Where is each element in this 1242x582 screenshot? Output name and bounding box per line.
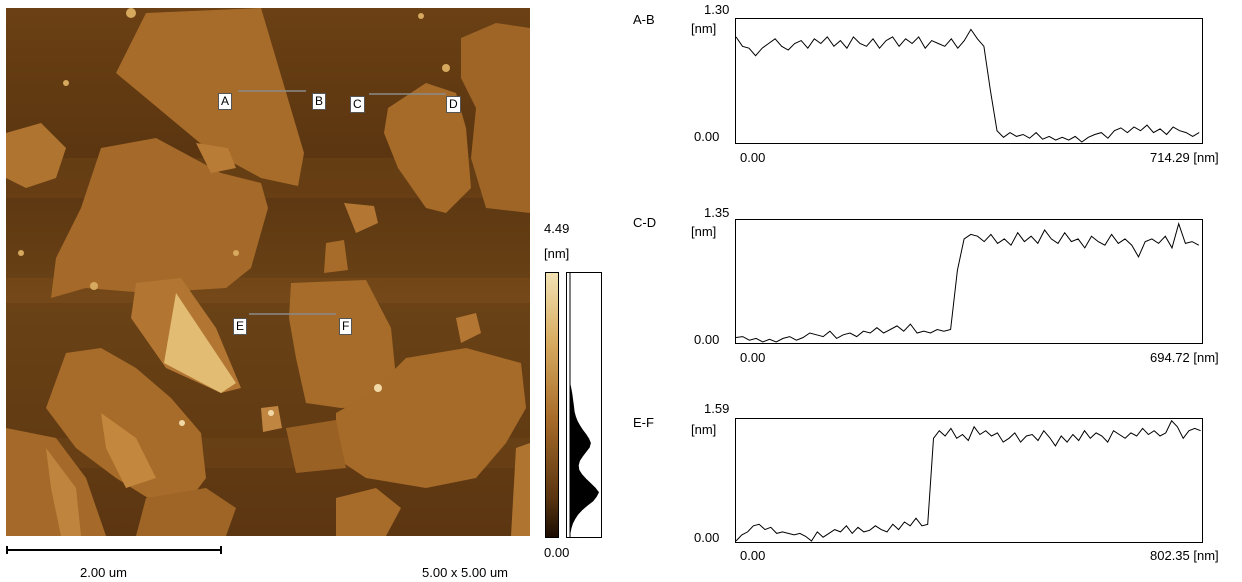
profile-e-f-xmax-value: 802.35 [1150,548,1190,563]
flake [456,313,481,343]
debris [90,282,98,290]
flake [196,143,236,173]
marker-c: C [350,96,365,113]
profile-a-b-plot-area [735,18,1203,144]
debris [418,13,424,19]
profile-c-d-xmax: 694.72 [nm] [1150,350,1219,365]
marker-e: E [233,318,248,335]
profile-a-b-ymin: 0.00 [694,129,720,144]
profile-c-d-xmax-value: 694.72 [1150,350,1190,365]
profile-a-b-xmax: 714.29 [nm] [1150,150,1219,165]
flake [336,348,526,488]
colorbar [545,272,559,538]
scale-bar-line [8,549,220,551]
flake [384,83,471,213]
flake [6,123,66,188]
profile-e-f-xmax: 802.35 [nm] [1150,548,1219,563]
profile-c-d-title: C-D [633,215,657,230]
flake [344,203,378,233]
profile-a-b-svg [735,28,1200,143]
debris [374,384,382,392]
flake [511,443,530,536]
marker-d: D [446,96,461,113]
marker-f: F [339,318,353,335]
flake [136,488,236,536]
profile-a-b-xunit: [nm] [1193,150,1219,165]
profile-e-f-ymin: 0.00 [694,530,720,545]
flake [286,420,346,473]
profile-c-d-ymin: 0.00 [694,332,720,347]
debris [179,420,185,426]
debris [18,250,24,256]
marker-a: A [218,93,233,110]
flake [51,138,268,298]
scale-bar-label: 2.00 um [80,565,127,580]
profile-e-f-xunit: [nm] [1193,548,1219,563]
profile-e-f-plot-area [735,418,1203,543]
height-histogram-shape [570,273,599,537]
profile-a-b-xmin: 0.00 [740,150,766,165]
colorbar-unit-label: [nm] [544,246,570,261]
profile-c-d-xunit: [nm] [1193,350,1219,365]
flake [261,406,282,432]
debris [63,80,69,86]
profile-a-b-ymax: 1.30 [704,2,730,17]
profile-c-d-ymax: 1.35 [704,205,730,220]
scale-bar [6,546,222,554]
profile-c-d-plot-area [735,219,1203,344]
profile-e-f-title: E-F [633,415,654,430]
profile-a-b-title: A-B [633,12,655,27]
debris [233,250,239,256]
height-histogram [569,273,599,537]
debris [268,410,274,416]
flake [461,23,530,213]
profile-c-d-xmin: 0.00 [740,350,766,365]
profile-e-f-yunit: [nm] [691,422,717,437]
marker-b: B [312,93,327,110]
profile-c-d-svg [735,222,1200,343]
flake [289,280,396,408]
colorbar-max-label: 4.49 [544,221,570,236]
flake [46,448,81,536]
histogram-box [566,272,602,538]
afm-topography-image: A B C D E F [6,8,530,536]
profile-e-f-line [735,419,1201,542]
profile-e-f-ymax: 1.59 [704,401,730,416]
flake [101,413,156,488]
profile-e-f-svg [735,419,1201,542]
profile-a-b-line [735,28,1200,143]
colorbar-min-label: 0.00 [544,545,570,560]
flake [46,348,206,503]
debris [442,64,450,72]
flake [324,240,348,273]
profile-a-b-yunit: [nm] [691,21,717,36]
profile-c-d-line [735,222,1200,343]
afm-image-svg [6,8,530,536]
profile-a-b-xmax-value: 714.29 [1150,150,1190,165]
debris [126,8,136,18]
profile-c-d-yunit: [nm] [691,224,717,239]
scan-size-label: 5.00 x 5.00 um [422,565,508,580]
bright-flake [164,293,236,393]
flake [116,8,304,186]
flake [336,488,401,536]
profile-e-f-xmin: 0.00 [740,548,766,563]
